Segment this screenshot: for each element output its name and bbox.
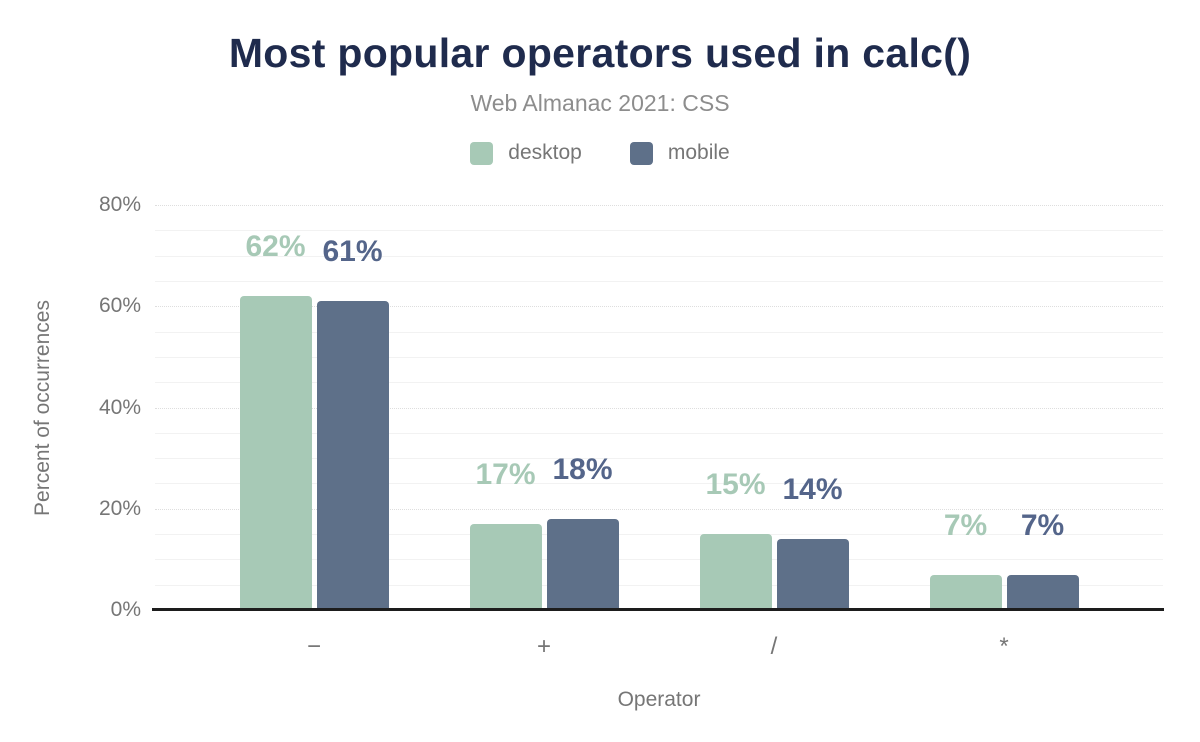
minor-gridline	[155, 230, 1163, 232]
y-tick-label: 40%	[98, 395, 141, 419]
y-tick-label: 80%	[98, 193, 141, 216]
y-tick-label: 60%	[98, 294, 141, 318]
bar-mobile-1	[546, 518, 619, 610]
chart-subtitle: Web Almanac 2021: CSS	[470, 90, 730, 116]
x-tick-label: −	[306, 633, 321, 660]
minor-gridline	[155, 534, 1163, 536]
chart-title: Most popular operators used in calc()	[228, 30, 972, 76]
bar-value-label-desktop-0: 62%	[245, 230, 306, 264]
x-tick-label: /	[770, 633, 778, 660]
bar-value-label-mobile-3: 7%	[1020, 508, 1065, 542]
x-axis-title: Operator	[617, 688, 701, 711]
minor-gridline	[155, 584, 1163, 586]
bar-value-label-desktop-3: 7%	[943, 508, 988, 542]
bar-desktop-1	[469, 523, 542, 610]
bar-value-label-mobile-0: 61%	[322, 235, 383, 269]
minor-gridline	[155, 432, 1163, 434]
minor-gridline	[155, 255, 1163, 257]
major-gridline	[155, 508, 1163, 510]
y-axis-title: Percent of occurrences	[31, 300, 54, 516]
bar-value-label-desktop-1: 17%	[475, 457, 536, 491]
mobile-series-swatch	[629, 141, 653, 165]
bar-value-label-desktop-2: 15%	[705, 468, 766, 502]
minor-gridline	[155, 483, 1163, 485]
minor-gridline	[155, 280, 1163, 282]
x-tick-label: *	[999, 633, 1009, 660]
mobile-series-label: mobile	[667, 141, 730, 164]
bar-mobile-3	[1006, 574, 1079, 610]
x-tick-label: +	[536, 633, 551, 660]
minor-gridline	[155, 559, 1163, 561]
major-gridline	[155, 407, 1163, 409]
plot-area: 62% 17% 15% 7% 61% 18% 14% 7%	[155, 205, 1163, 610]
bar-desktop-3	[929, 574, 1002, 610]
minor-gridline	[155, 382, 1163, 384]
bar-mobile-2	[776, 539, 849, 610]
minor-gridline	[155, 458, 1163, 460]
y-tick-label: 20%	[98, 496, 141, 520]
bar-value-label-mobile-1: 18%	[552, 452, 613, 486]
bar-desktop-0	[239, 296, 312, 610]
x-axis-line	[152, 608, 1164, 611]
chart-legend: desktop mobile	[0, 141, 1200, 165]
desktop-series-swatch	[470, 141, 494, 165]
legend-item-desktop: desktop	[470, 141, 582, 165]
desktop-series-label: desktop	[508, 141, 582, 164]
major-gridline	[155, 306, 1163, 308]
y-tick-label: 0%	[110, 598, 141, 621]
bar-mobile-0	[316, 301, 389, 610]
bar-value-label-mobile-2: 14%	[782, 473, 843, 507]
minor-gridline	[155, 331, 1163, 333]
legend-item-mobile: mobile	[629, 141, 730, 165]
bar-desktop-2	[699, 534, 772, 610]
minor-gridline	[155, 356, 1163, 358]
major-gridline	[155, 205, 1163, 206]
